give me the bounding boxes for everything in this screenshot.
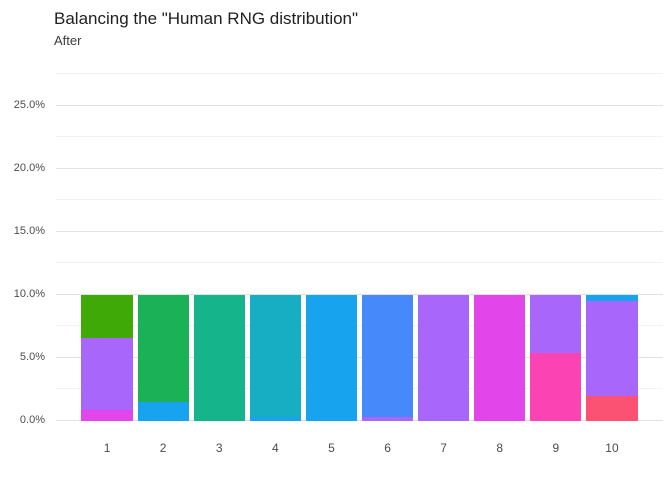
bar-7-segment-purple[interactable]: [418, 294, 470, 421]
x-axis-tick-label: 1: [103, 441, 111, 455]
bar-2-segment-emerald[interactable]: [137, 294, 189, 403]
plot-area: [56, 73, 663, 421]
major-gridline: [56, 356, 663, 358]
minor-gridline: [56, 199, 663, 201]
bar-9-segment-purple[interactable]: [530, 294, 582, 353]
x-axis-tick-label: 6: [384, 441, 391, 455]
bar-10-segment-red_pink[interactable]: [586, 395, 638, 421]
bar-8-segment-magenta[interactable]: [474, 294, 526, 421]
bar-5[interactable]: [305, 294, 358, 421]
bar-4-segment-blue[interactable]: [249, 417, 301, 421]
bar-6-segment-purple[interactable]: [361, 417, 414, 421]
major-gridline: [56, 420, 663, 421]
chart-subtitle: After: [54, 33, 82, 48]
bar-1-segment-purple[interactable]: [81, 337, 133, 410]
y-axis-tick-label: 10.0%: [13, 287, 45, 300]
y-axis-tick-label: 25.0%: [13, 98, 45, 111]
x-axis-tick-label: 5: [328, 441, 335, 455]
major-gridline: [56, 293, 663, 295]
major-gridline: [56, 104, 663, 106]
minor-gridline: [56, 262, 663, 264]
bar-1[interactable]: [81, 294, 133, 421]
minor-gridline: [56, 136, 663, 138]
major-gridline: [56, 167, 663, 169]
bar-4-segment-cyan[interactable]: [249, 294, 301, 418]
minor-gridline: [56, 325, 663, 327]
x-axis-tick-label: 2: [159, 441, 167, 455]
bar-9-segment-pink[interactable]: [530, 352, 582, 421]
bar-6[interactable]: [361, 294, 414, 421]
minor-gridline: [56, 388, 663, 390]
y-axis-tick-label: 5.0%: [19, 350, 45, 363]
bar-3-segment-teal[interactable]: [193, 294, 245, 421]
y-axis-tick-label: 0.0%: [19, 414, 45, 426]
y-axis-tick-label: 15.0%: [13, 224, 45, 237]
x-axis-tick-label: 8: [496, 441, 504, 455]
y-axis-tick-label: 20.0%: [13, 161, 45, 174]
bar-9[interactable]: [530, 294, 582, 421]
bar-10-segment-purple[interactable]: [586, 301, 638, 396]
bar-4[interactable]: [249, 294, 301, 421]
x-axis-tick-label: 9: [552, 441, 560, 455]
x-axis-tick-label: 7: [440, 441, 447, 455]
bar-1-segment-green[interactable]: [81, 294, 133, 338]
bar-2[interactable]: [137, 294, 189, 421]
bar-1-segment-magenta[interactable]: [81, 409, 133, 421]
bar-6-segment-royal_blue[interactable]: [361, 294, 414, 418]
bar-10-segment-blue[interactable]: [586, 294, 638, 302]
minor-gridline: [56, 73, 663, 74]
bar-8[interactable]: [474, 294, 526, 421]
bar-3[interactable]: [193, 294, 245, 421]
y-axis-labels: 0.0% 5.0% 10.0% 15.0% 20.0% 25.0%: [0, 74, 45, 426]
x-axis-tick-label: 4: [271, 441, 279, 455]
bar-7[interactable]: [418, 294, 470, 421]
bar-10[interactable]: [586, 294, 638, 421]
x-axis-labels: 1 2 3 4 5 6 7 8 9 10: [56, 421, 663, 466]
bar-5-segment-blue[interactable]: [305, 294, 358, 421]
bar-2-segment-blue[interactable]: [137, 402, 189, 421]
chart-title: Balancing the "Human RNG distribution": [54, 9, 359, 28]
x-axis-tick-label: 10: [605, 441, 619, 455]
x-axis-tick-label: 3: [215, 441, 223, 455]
major-gridline: [56, 230, 663, 232]
